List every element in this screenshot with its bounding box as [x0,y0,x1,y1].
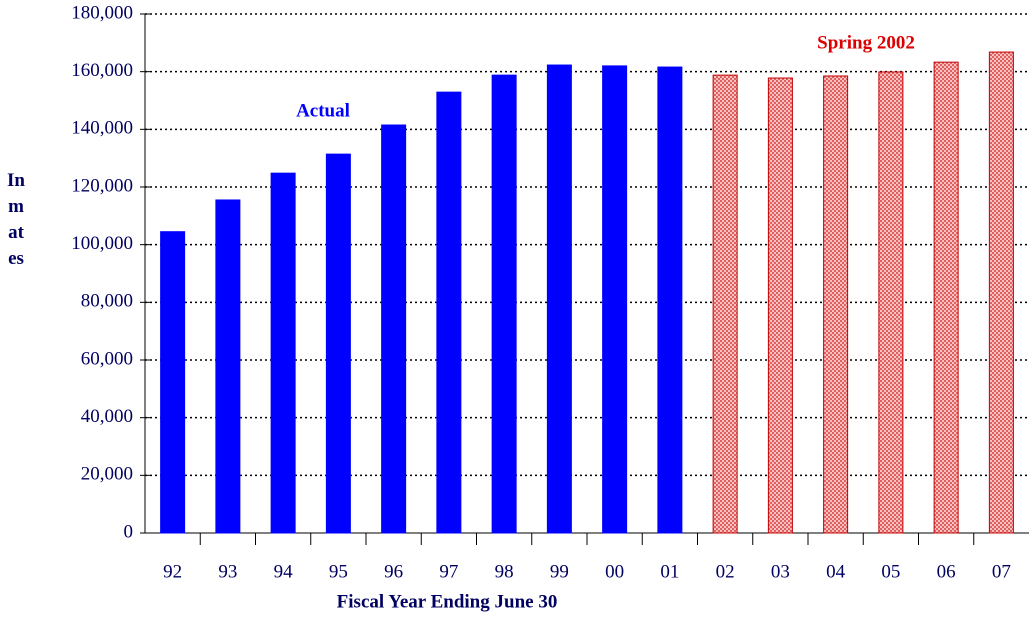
x-tick-label: 00 [605,561,624,582]
bar [878,71,904,534]
bar [436,91,462,534]
bar [712,74,738,534]
y-tick-label: 40,000 [81,406,133,427]
x-tick-label: 02 [716,561,735,582]
bar [933,61,959,534]
x-axis-label: Fiscal Year Ending June 30 [337,591,558,612]
bar [602,65,628,534]
x-tick-label: 98 [495,561,514,582]
series-label: Actual [296,100,350,121]
bar [381,124,407,534]
x-tick-label: 97 [439,561,458,582]
y-axis-label: Inmates [7,170,25,269]
y-tick-label: 180,000 [71,2,133,23]
x-tick-label: 94 [274,561,294,582]
bar [270,172,296,534]
bar [988,51,1014,534]
y-tick-label: 140,000 [71,118,133,139]
x-tick-label: 06 [937,561,956,582]
x-tick-label: 95 [329,561,348,582]
x-tick-label: 07 [992,561,1011,582]
y-tick-label: 60,000 [81,348,133,369]
y-tick-label: 120,000 [71,175,133,196]
x-tick-label: 03 [771,561,790,582]
series-label: Spring 2002 [817,32,915,53]
bar [491,74,517,534]
bar [767,77,793,534]
bar [823,75,849,534]
bar [325,153,351,534]
bar [215,199,241,534]
bar [160,231,186,534]
bar [657,66,683,534]
x-tick-label: 99 [550,561,569,582]
y-tick-label: 100,000 [71,233,133,254]
x-tick-label: 93 [218,561,237,582]
y-tick-label: 160,000 [71,60,133,81]
y-tick-label: 0 [124,521,134,542]
y-tick-label: 20,000 [81,464,133,485]
x-tick-label: 96 [384,561,403,582]
x-tick-label: 04 [826,561,846,582]
y-tick-label: 80,000 [81,291,133,312]
x-tick-label: 05 [881,561,900,582]
x-tick-label: 92 [163,561,182,582]
bar [546,64,572,534]
x-tick-label: 01 [660,561,679,582]
